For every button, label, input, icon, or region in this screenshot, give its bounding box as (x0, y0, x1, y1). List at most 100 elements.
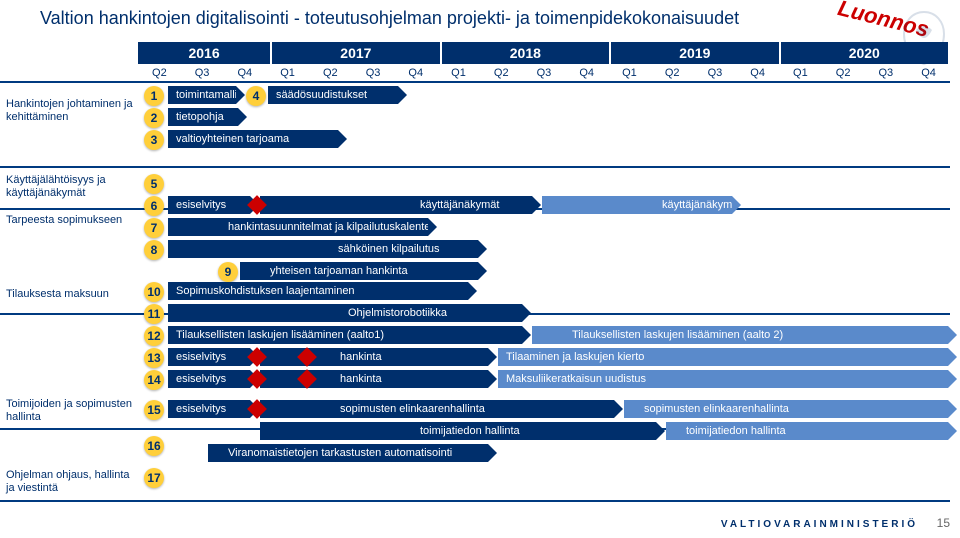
row-number-badge: 13 (144, 348, 164, 368)
gantt-bar-label: käyttäjänäkymät (550, 199, 741, 211)
gantt-bar-label: Sopimuskohdistuksen laajentaminen (176, 285, 355, 297)
timeline-grid: 20162017201820192020 Q2Q3Q4Q1Q2Q3Q4Q1Q2Q… (138, 42, 950, 508)
gantt-bar-label: hankinta (268, 351, 382, 363)
gantt-bar: Tilauksellisten laskujen lisääminen (aal… (532, 326, 948, 344)
quarter-header: Q2Q3Q4Q1Q2Q3Q4Q1Q2Q3Q4Q1Q2Q3Q4Q1Q2Q3Q4 (138, 64, 950, 82)
row-number-badge: 10 (144, 282, 164, 302)
quarter-cell: Q4 (736, 64, 779, 82)
gantt-bar-label: Tilaaminen ja laskujen kierto (506, 351, 644, 363)
gantt-bar-label: hankintasuunnitelmat ja kilpailutuskalen… (176, 221, 437, 233)
gantt-bar-label: esiselvitys (176, 351, 226, 363)
gantt-bar-label: Viranomaistietojen tarkastusten automati… (216, 447, 452, 459)
gantt-bar: esiselvitys (168, 400, 250, 418)
year-cell: 2020 (781, 42, 950, 64)
category-label: Tarpeesta sopimukseen (6, 214, 136, 227)
quarter-cell: Q3 (181, 64, 224, 82)
row-number-badge: 8 (144, 240, 164, 260)
row-number-badge: 7 (144, 218, 164, 238)
category-column: Hankintojen johtaminen ja kehittäminen Kä… (0, 42, 138, 508)
gantt-bar-label: käyttäjänäkymät (268, 199, 499, 211)
category-label: Tilauksesta maksuun (6, 288, 136, 301)
gantt-bar: tietopohja (168, 108, 238, 126)
row-number-badge: 6 (144, 196, 164, 216)
section-divider (0, 81, 950, 83)
year-cell: 2017 (272, 42, 441, 64)
row-number-badge: 11 (144, 304, 164, 324)
quarter-cell: Q1 (608, 64, 651, 82)
gantt-rows: 1234567891011121314151617toimintamallisä… (138, 84, 950, 508)
quarter-cell: Q3 (523, 64, 566, 82)
gantt-bar: toimintamalli (168, 86, 236, 104)
gantt-bar: Tilaaminen ja laskujen kierto (498, 348, 948, 366)
gantt-bar: Tilauksellisten laskujen lisääminen (aal… (168, 326, 522, 344)
gantt-bar-label: esiselvitys (176, 199, 226, 211)
category-label: Ohjelman ohjaus, hallinta ja viestintä (6, 469, 136, 495)
gantt-bar: käyttäjänäkymät (260, 196, 532, 214)
gantt-bar: Maksuliikeratkaisun uudistus (498, 370, 948, 388)
gantt-bar-label: hankinta (268, 373, 382, 385)
gantt-bar-label: sopimusten elinkaarenhallinta (632, 403, 789, 415)
gantt-bar-label: esiselvitys (176, 403, 226, 415)
gantt-bar: sähköinen kilpailutus (168, 240, 478, 258)
year-cell: 2018 (442, 42, 611, 64)
section-divider (0, 166, 950, 168)
quarter-cell: Q4 (223, 64, 266, 82)
gantt-bar: toimijatiedon hallinta (260, 422, 656, 440)
row-number-badge: 15 (144, 400, 164, 420)
gantt-bar-label: yhteisen tarjoaman hankinta (248, 265, 408, 277)
gantt-bar-label: Maksuliikeratkaisun uudistus (506, 373, 646, 385)
row-number-badge: 12 (144, 326, 164, 346)
row-number-badge: 3 (144, 130, 164, 150)
row-number-badge: 4 (246, 86, 266, 106)
page-title: Valtion hankintojen digitalisointi - tot… (40, 8, 739, 29)
row-number-badge: 16 (144, 436, 164, 456)
page-number: 15 (937, 516, 950, 530)
row-number-badge: 2 (144, 108, 164, 128)
gantt-bar: sopimusten elinkaarenhallinta (624, 400, 948, 418)
ministry-logo: VALTIOVARAINMINISTERIÖ (721, 519, 918, 530)
category-label: Hankintojen johtaminen ja kehittäminen (6, 98, 136, 124)
quarter-cell: Q2 (138, 64, 181, 82)
gantt-bar: käyttäjänäkymät (542, 196, 732, 214)
gantt-bar-label: sopimusten elinkaarenhallinta (268, 403, 485, 415)
gantt-bar: Viranomaistietojen tarkastusten automati… (208, 444, 488, 462)
quarter-cell: Q2 (822, 64, 865, 82)
quarter-cell: Q4 (565, 64, 608, 82)
quarter-cell: Q2 (651, 64, 694, 82)
category-label: Käyttäjälähtöisyys ja käyttäjänäkymät (6, 174, 136, 200)
quarter-cell: Q1 (266, 64, 309, 82)
gantt-bar-label: Ohjelmistorobotiikka (176, 307, 447, 319)
quarter-cell: Q2 (309, 64, 352, 82)
gantt-bar-label: tietopohja (176, 111, 224, 123)
gantt-bar: hankinta (260, 370, 488, 388)
gantt-bar-label: toimijatiedon hallinta (268, 425, 520, 437)
gantt-bar: Ohjelmistorobotiikka (168, 304, 522, 322)
gantt-bar-label: Tilauksellisten laskujen lisääminen (aal… (176, 329, 384, 341)
gantt-bar-label: säädösuudistukset (276, 89, 367, 101)
section-divider (0, 500, 950, 502)
category-label: Toimijoiden ja sopimusten hallinta (6, 398, 136, 424)
gantt-bar: yhteisen tarjoaman hankinta (240, 262, 478, 280)
quarter-cell: Q1 (437, 64, 480, 82)
row-number-badge: 14 (144, 370, 164, 390)
quarter-cell: Q3 (352, 64, 395, 82)
gantt-bar-label: valtioyhteinen tarjoama (176, 133, 289, 145)
gantt-bar-label: Tilauksellisten laskujen lisääminen (aal… (540, 329, 783, 341)
gantt-bar-label: toimijatiedon hallinta (674, 425, 786, 437)
gantt-bar-label: sähköinen kilpailutus (176, 243, 440, 255)
quarter-cell: Q3 (864, 64, 907, 82)
gantt-bar-label: esiselvitys (176, 373, 226, 385)
quarter-cell: Q3 (694, 64, 737, 82)
gantt-bar: Sopimuskohdistuksen laajentaminen (168, 282, 468, 300)
quarter-cell: Q4 (394, 64, 437, 82)
row-number-badge: 9 (218, 262, 238, 282)
gantt-bar: esiselvitys (168, 348, 250, 366)
quarter-cell: Q4 (907, 64, 950, 82)
year-header: 20162017201820192020 (138, 42, 950, 64)
row-number-badge: 5 (144, 174, 164, 194)
quarter-cell: Q1 (779, 64, 822, 82)
gantt-bar-label: toimintamalli (176, 89, 237, 101)
gantt-bar: esiselvitys (168, 370, 250, 388)
gantt-bar: hankintasuunnitelmat ja kilpailutuskalen… (168, 218, 428, 236)
gantt-bar: toimijatiedon hallinta (666, 422, 948, 440)
